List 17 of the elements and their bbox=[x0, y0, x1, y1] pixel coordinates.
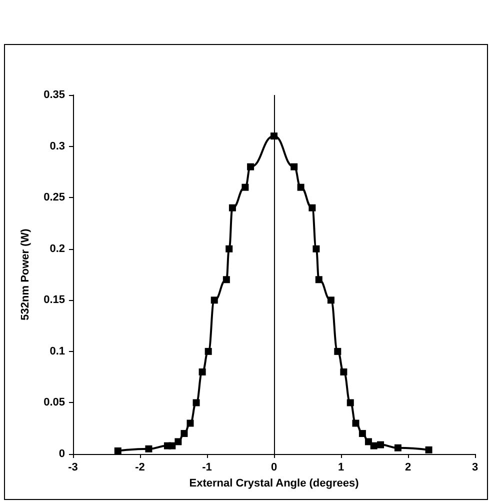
y-axis-title: 532nm Power (W) bbox=[20, 228, 32, 320]
x-tick-label: 3 bbox=[472, 462, 478, 474]
x-axis-title: External Crystal Angle (degrees) bbox=[189, 477, 360, 490]
x-tick-label: 1 bbox=[338, 462, 344, 474]
y-tick-label: 0.05 bbox=[44, 396, 65, 409]
x-tick-label: 0 bbox=[270, 462, 278, 474]
y-tick-label: 0 bbox=[58, 448, 65, 460]
x-tick-label: 2 bbox=[404, 462, 412, 474]
y-tick-label: 0.3 bbox=[50, 140, 65, 152]
x-tick-label: -1 bbox=[202, 462, 212, 474]
y-tick-label: 0.25 bbox=[44, 192, 65, 204]
y-tick-label: 0.35 bbox=[44, 89, 65, 101]
y-tick-label: 0.2 bbox=[50, 242, 65, 255]
y-tick-label: 0.1 bbox=[50, 345, 65, 358]
x-tick-label: -2 bbox=[135, 462, 145, 474]
x-tick-label: -3 bbox=[68, 462, 78, 474]
y-tick-label: 0.15 bbox=[44, 294, 65, 306]
